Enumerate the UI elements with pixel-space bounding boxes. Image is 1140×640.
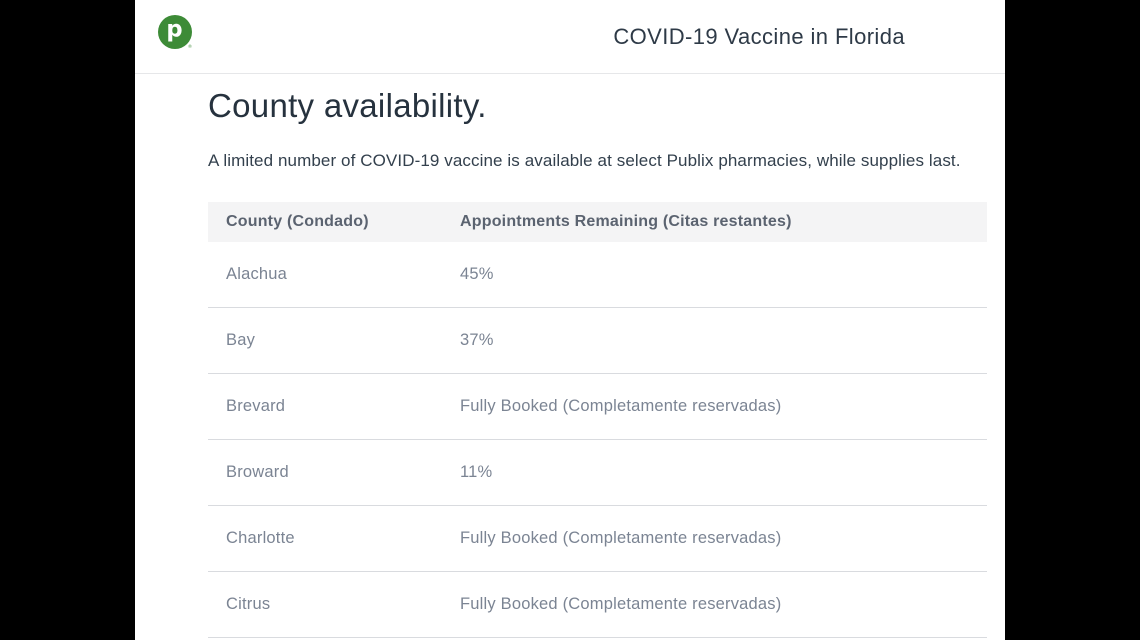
section-heading: County availability. [208, 87, 487, 124]
county-cell: Alachua [226, 265, 288, 283]
page-title: COVID-19 Vaccine in Florida [613, 23, 905, 49]
logo-circle [158, 15, 192, 49]
table-row: Brevard Fully Booked (Completamente rese… [208, 374, 987, 440]
availability-cell: 45% [460, 265, 494, 283]
county-cell: Bay [226, 331, 256, 349]
column-header-county: County (Condado) [226, 213, 369, 230]
availability-cell: Fully Booked (Completamente reservadas) [460, 397, 782, 415]
county-cell: Charlotte [226, 529, 295, 547]
county-availability-table: County (Condado) Appointments Remaining … [208, 202, 987, 638]
table-row: Alachua 45% [208, 242, 987, 308]
content-panel: p ® COVID-19 Vaccine in Florida County a… [135, 0, 1005, 640]
county-cell: Brevard [226, 397, 286, 415]
table-row: Charlotte Fully Booked (Completamente re… [208, 506, 987, 572]
table-row: Broward 11% [208, 440, 987, 506]
availability-cell: 37% [460, 331, 494, 349]
publix-logo[interactable]: p ® [158, 15, 192, 49]
availability-cell: Fully Booked (Completamente reservadas) [460, 595, 782, 613]
table-body: Alachua 45% Bay 37% Brevard Fully Booked… [208, 242, 987, 638]
table-row: Bay 37% [208, 308, 987, 374]
column-header-appointments: Appointments Remaining (Citas restantes) [460, 213, 792, 230]
availability-cell: 11% [460, 463, 493, 481]
app-header: p ® COVID-19 Vaccine in Florida [135, 0, 1005, 74]
availability-cell: Fully Booked (Completamente reservadas) [460, 529, 782, 547]
main-content: County availability. A limited number of… [135, 86, 1005, 638]
logo-letter: p [166, 16, 182, 42]
county-cell: Citrus [226, 595, 271, 613]
registered-trademark-icon: ® [188, 43, 192, 49]
table-row: Citrus Fully Booked (Completamente reser… [208, 572, 987, 638]
availability-notice: A limited number of COVID-19 vaccine is … [208, 151, 961, 170]
county-cell: Broward [226, 463, 289, 481]
table-header-row: County (Condado) Appointments Remaining … [208, 202, 987, 242]
